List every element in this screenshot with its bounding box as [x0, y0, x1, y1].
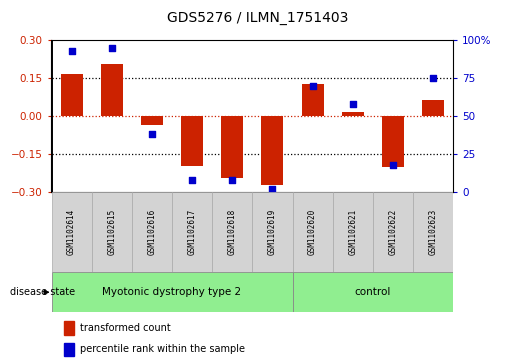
Bar	[141, 116, 163, 125]
Point	[389, 162, 397, 168]
Bar	[221, 116, 243, 179]
Bar	[181, 116, 203, 166]
Point	[308, 83, 317, 89]
Bar	[92, 192, 132, 272]
Bar	[293, 192, 333, 272]
Point	[67, 48, 76, 53]
Bar	[373, 192, 413, 272]
Text: GSM1102618: GSM1102618	[228, 209, 237, 256]
Bar	[52, 272, 293, 312]
Point	[349, 101, 357, 107]
Text: GSM1102623: GSM1102623	[428, 209, 438, 256]
Point	[429, 75, 437, 81]
Bar	[61, 74, 82, 116]
Bar	[212, 192, 252, 272]
Point	[148, 131, 156, 137]
Text: GSM1102620: GSM1102620	[308, 209, 317, 256]
Bar	[252, 192, 293, 272]
Text: control: control	[355, 287, 391, 297]
Bar	[413, 192, 453, 272]
Bar	[262, 116, 283, 185]
Point	[268, 187, 277, 192]
Bar	[293, 272, 453, 312]
Text: GSM1102615: GSM1102615	[107, 209, 116, 256]
Text: GSM1102614: GSM1102614	[67, 209, 76, 256]
Text: GDS5276 / ILMN_1751403: GDS5276 / ILMN_1751403	[167, 11, 348, 25]
Bar	[132, 192, 172, 272]
Bar	[382, 116, 404, 167]
Text: GSM1102617: GSM1102617	[187, 209, 197, 256]
Bar	[101, 64, 123, 116]
Text: GSM1102622: GSM1102622	[388, 209, 398, 256]
Text: GSM1102621: GSM1102621	[348, 209, 357, 256]
Text: disease state: disease state	[10, 287, 75, 297]
Bar	[52, 192, 92, 272]
Text: Myotonic dystrophy type 2: Myotonic dystrophy type 2	[102, 287, 242, 297]
Text: transformed count: transformed count	[80, 323, 170, 333]
Bar	[302, 85, 323, 116]
Bar	[172, 192, 212, 272]
Bar	[63, 343, 74, 356]
Text: percentile rank within the sample: percentile rank within the sample	[80, 344, 245, 354]
Point	[228, 177, 236, 183]
Bar	[333, 192, 373, 272]
Text: GSM1102616: GSM1102616	[147, 209, 157, 256]
Bar	[342, 113, 364, 116]
Text: GSM1102619: GSM1102619	[268, 209, 277, 256]
Point	[188, 177, 196, 183]
Bar	[422, 100, 444, 116]
Bar	[63, 322, 74, 335]
Point	[108, 45, 116, 50]
